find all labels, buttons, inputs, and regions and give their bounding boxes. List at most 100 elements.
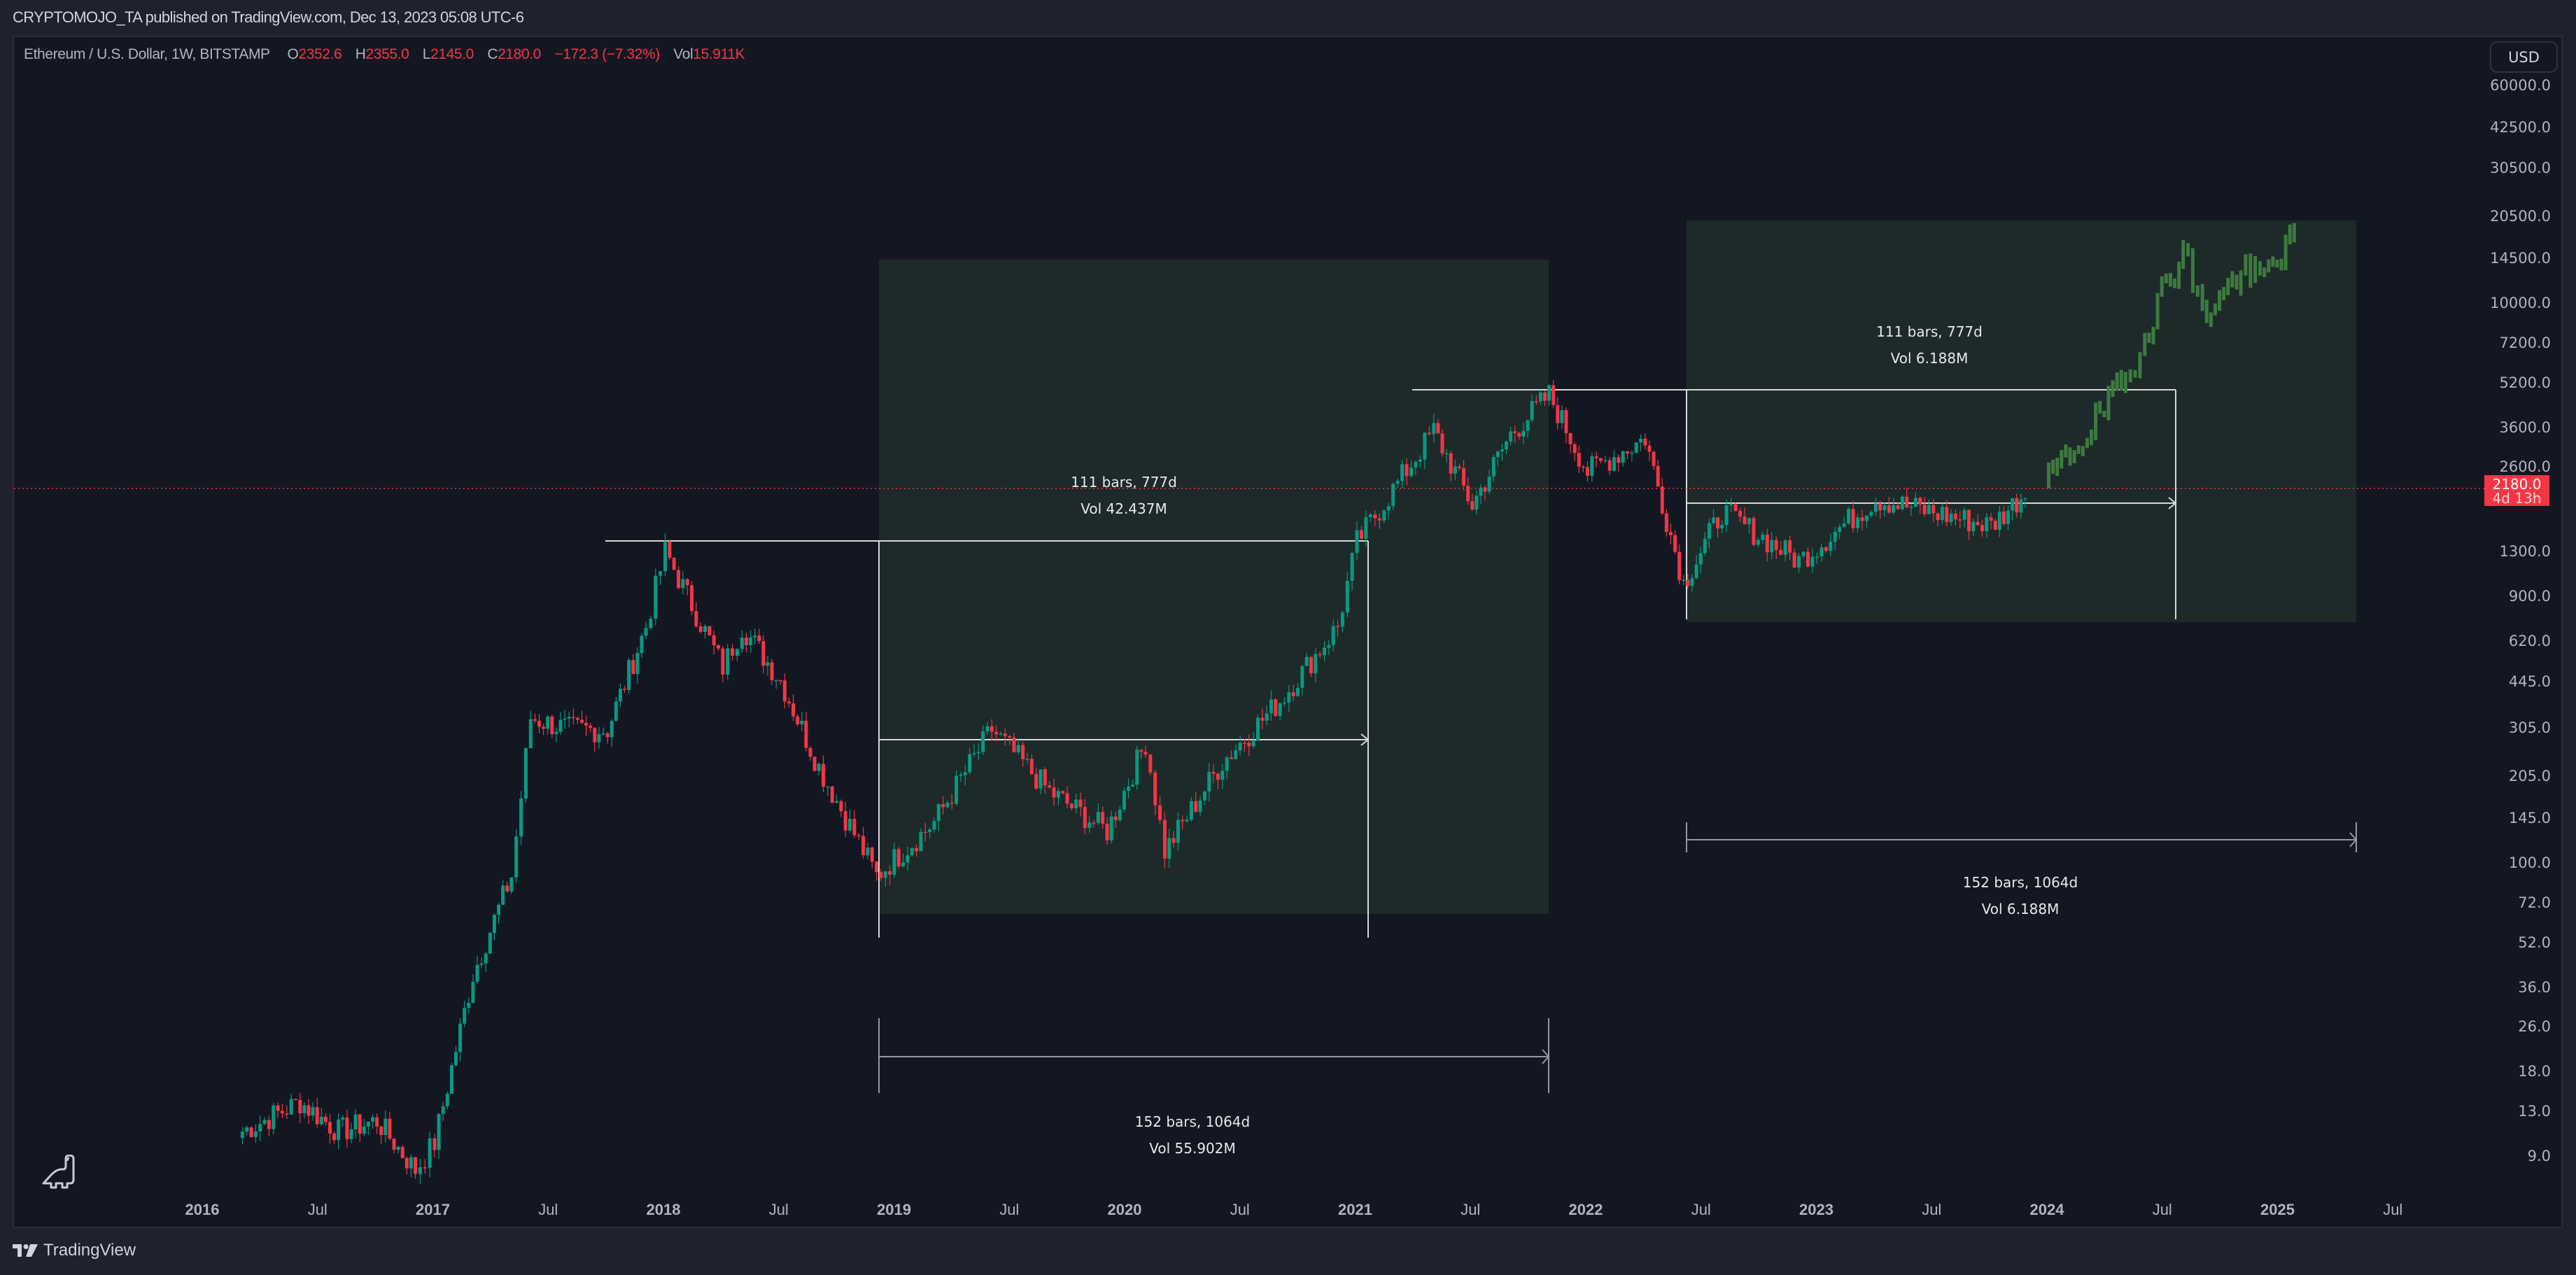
candle-body: [280, 1111, 284, 1114]
candle-body: [1487, 477, 1491, 492]
candle-body: [437, 1113, 441, 1150]
projection-bar: [2204, 300, 2209, 323]
candle-body: [1391, 484, 1395, 507]
currency-button[interactable]: USD: [2490, 41, 2558, 73]
candle-body: [999, 733, 1003, 735]
candle-body: [1560, 410, 1564, 423]
candle-body: [955, 775, 959, 804]
projection-bar: [2218, 290, 2222, 311]
candle-body: [1716, 517, 1720, 529]
candle-body: [362, 1126, 366, 1134]
price-tick: 2600.0: [2499, 458, 2551, 476]
candle-body: [1345, 581, 1349, 613]
candle-body: [1673, 535, 1677, 552]
candle-body: [1643, 438, 1647, 446]
projection-bar: [2147, 332, 2151, 343]
candle-body: [1368, 514, 1372, 518]
time-tick: 2016: [185, 1201, 220, 1218]
date-range-label-1-line2: Vol 55.902M: [1149, 1140, 1236, 1157]
projection-bar: [2181, 239, 2186, 269]
candle-body: [1534, 401, 1538, 402]
high-value: 2355.0: [365, 46, 409, 62]
candle-body: [471, 981, 475, 1003]
candle-body: [1444, 453, 1449, 455]
candle-body: [1207, 772, 1211, 792]
candle-body: [392, 1139, 396, 1150]
candle-body: [1318, 654, 1322, 656]
candle-body: [635, 653, 640, 675]
candle-body: [1927, 505, 1931, 514]
candle-body: [1756, 540, 1760, 545]
candle-body: [1194, 801, 1198, 812]
candle-body: [804, 720, 808, 748]
candle-body: [240, 1132, 244, 1138]
price-tick: 305.0: [2508, 719, 2551, 736]
candle-body: [1887, 505, 1891, 513]
projection-bar: [2213, 303, 2217, 316]
candle-body: [1176, 819, 1180, 843]
candle-body: [558, 719, 563, 732]
candle-body: [323, 1116, 328, 1122]
candle-body: [1922, 505, 1927, 514]
candle-body: [1483, 487, 1487, 492]
candle-body: [976, 752, 980, 754]
candle-body: [1556, 404, 1560, 423]
candle-body: [690, 585, 694, 612]
candle-body: [542, 726, 546, 729]
projection-bar: [2055, 458, 2060, 477]
time-tick: Jul: [1691, 1201, 1711, 1218]
candle-body: [1414, 461, 1418, 468]
candle-body: [1395, 481, 1400, 484]
candle-body: [537, 721, 541, 727]
candle-body: [1733, 504, 1738, 512]
candle-body: [817, 763, 821, 771]
candle-body: [852, 819, 857, 836]
candle-body: [528, 719, 533, 749]
dinosaur-icon[interactable]: [42, 1154, 77, 1192]
candle-body: [1265, 713, 1269, 721]
projection-bar: [2128, 369, 2132, 383]
candle-body: [1436, 423, 1440, 434]
candle-body: [663, 541, 667, 572]
candle-body: [1449, 453, 1453, 474]
projection-bar: [2253, 255, 2258, 283]
price-tick: 445.0: [2508, 672, 2551, 690]
candle-body: [509, 877, 514, 892]
candle-body: [677, 570, 681, 589]
candle-body: [1905, 496, 1909, 507]
candle-body: [1747, 518, 1751, 525]
candle-body: [1829, 542, 1833, 551]
candle-body: [1323, 647, 1327, 656]
footer-brand[interactable]: TradingView: [13, 1241, 136, 1260]
projection-bar: [2143, 332, 2147, 356]
candle-body: [796, 716, 800, 725]
low-value: 2145.0: [430, 46, 474, 62]
time-tick: 2021: [1338, 1201, 1372, 1218]
candle-body: [1359, 530, 1363, 539]
candle-body: [1568, 433, 1572, 444]
candle-body: [774, 679, 778, 682]
price-tick: 36.0: [2518, 978, 2551, 996]
price-tick: 3600.0: [2499, 418, 2551, 436]
candle-body: [928, 829, 932, 832]
candle-body: [782, 680, 787, 702]
price-tick: 620.0: [2508, 633, 2551, 650]
candle-body: [319, 1116, 323, 1125]
candle-body: [584, 722, 589, 726]
symbol-title[interactable]: Ethereum / U.S. Dollar, 1W, BITSTAMP: [24, 46, 270, 62]
time-tick: Jul: [307, 1201, 328, 1218]
candle-body: [1509, 431, 1513, 442]
projection-bar: [2102, 410, 2106, 418]
change-value: −172.3 (−7.32%): [554, 46, 660, 62]
candle-body: [1162, 819, 1167, 859]
candle-body: [1630, 452, 1634, 454]
candle-body: [1287, 692, 1291, 703]
candle-body: [644, 628, 648, 636]
candle-body: [1056, 791, 1060, 798]
time-tick: 2017: [416, 1201, 450, 1218]
candle-body: [404, 1158, 409, 1169]
candle-body: [1122, 791, 1126, 810]
candle-body: [681, 579, 685, 589]
candle-body: [708, 626, 712, 635]
